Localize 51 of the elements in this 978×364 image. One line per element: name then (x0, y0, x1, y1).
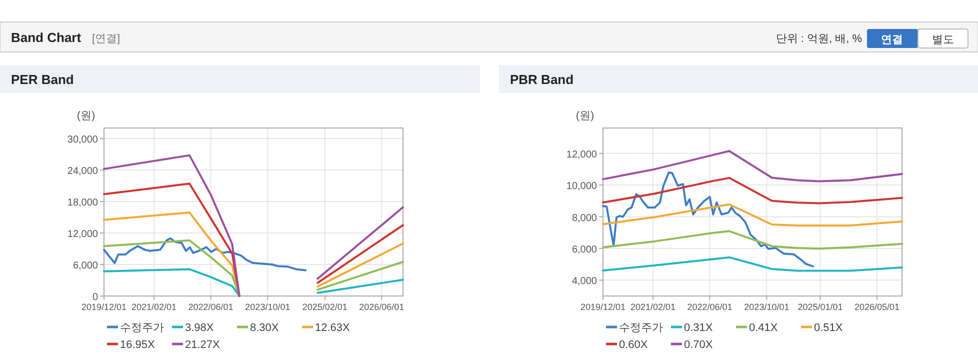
line-series (602, 150, 903, 182)
legend-label: 0.31X (684, 322, 714, 334)
x-tick-label: 2021/02/01 (630, 302, 676, 312)
legend-label: 수정주가 (619, 322, 663, 334)
chart-title: PER Band (11, 72, 74, 87)
y-tick-label: 24,000 (67, 166, 98, 177)
legend-label: 16.95X (120, 339, 156, 351)
y-tick-label: 18,000 (67, 198, 98, 208)
chart-title: PBR Band (510, 72, 574, 87)
y-tick-label: 12,000 (67, 229, 98, 240)
x-tick-label: 2021/02/01 (132, 302, 177, 312)
x-tick-label: 2022/06/01 (687, 302, 732, 312)
legend-label: 8.30X (250, 322, 280, 334)
y-axis-title: (원) (76, 110, 96, 122)
line-series (103, 237, 307, 272)
x-tick-label: 2022/06/01 (188, 302, 234, 312)
x-tick-label: 2026/06/01 (359, 302, 404, 312)
x-tick-label: 2025/01/01 (798, 302, 843, 312)
text: Band Chart (11, 30, 82, 45)
legend-label: 0.41X (749, 322, 778, 334)
legend-label: 0.60X (619, 339, 648, 351)
text: [연결] (92, 33, 120, 45)
y-tick-label: 12,000 (566, 149, 598, 160)
y-tick-label: 0 (92, 292, 98, 303)
legend-label: 0.70X (684, 339, 714, 351)
x-tick-label: 2019/12/01 (81, 302, 127, 312)
line-series (602, 256, 903, 272)
x-tick-label: 2019/12/01 (580, 302, 626, 312)
x-tick-label: 2026/05/01 (854, 302, 900, 312)
legend-label: 21.27X (185, 339, 221, 351)
line-series (602, 230, 903, 250)
y-tick-label: 4,000 (572, 276, 598, 288)
legend-label: 3.98X (185, 322, 214, 334)
x-tick-label: 2023/10/01 (245, 302, 290, 312)
toggle-button: 별도 (918, 28, 968, 48)
legend-label: 0.51X (814, 322, 844, 334)
legend-label: 수정주가 (120, 322, 164, 334)
line-series (602, 172, 814, 268)
line-series (602, 203, 903, 226)
x-tick-label: 2023/10/01 (744, 302, 790, 312)
y-tick-label: 30,000 (67, 134, 98, 146)
toggle-button: 연결 (867, 29, 918, 48)
y-tick-label: 6,000 (572, 244, 598, 256)
y-tick-label: 6,000 (72, 260, 98, 272)
y-axis-title: (원) (576, 110, 594, 122)
y-tick-label: 10,000 (566, 181, 598, 192)
legend-label: 12.63X (315, 322, 351, 334)
x-tick-label: 2025/02/01 (302, 302, 348, 312)
y-tick-label: 8,000 (572, 212, 598, 224)
line-series (602, 176, 903, 204)
text: 단위 : 억원, 배, % (776, 33, 862, 45)
